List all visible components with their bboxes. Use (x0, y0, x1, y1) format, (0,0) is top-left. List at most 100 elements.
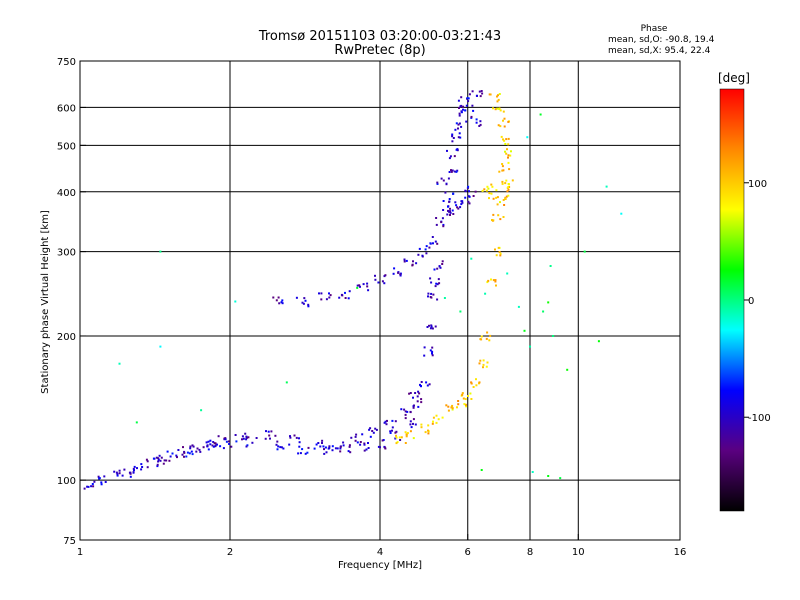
data-point (496, 196, 499, 199)
data-point (157, 457, 160, 460)
data-point (175, 454, 178, 457)
data-point (298, 445, 301, 448)
data-point (383, 282, 386, 285)
data-point (363, 449, 366, 452)
data-point (293, 434, 296, 437)
data-point (502, 216, 505, 218)
data-point (497, 124, 500, 127)
data-point (140, 468, 143, 471)
data-point (444, 191, 447, 194)
data-point (547, 301, 550, 304)
data-point (420, 401, 423, 404)
data-point (206, 444, 209, 447)
data-point (159, 459, 162, 462)
data-point (494, 280, 497, 283)
data-point (430, 325, 433, 328)
data-point (162, 462, 165, 465)
data-point (497, 214, 500, 217)
data-point (176, 456, 178, 459)
data-point (481, 92, 484, 95)
data-point (318, 292, 320, 295)
data-point (297, 452, 300, 455)
data-point (434, 285, 437, 288)
data-point (192, 445, 195, 448)
data-point (496, 107, 499, 110)
data-point (216, 443, 218, 446)
data-point (456, 406, 458, 409)
data-point (367, 289, 370, 292)
data-point (428, 324, 430, 327)
data-point (398, 436, 401, 439)
data-point (425, 381, 428, 384)
data-point (469, 392, 472, 395)
data-point (224, 437, 227, 440)
data-point (460, 125, 463, 128)
data-point (116, 473, 119, 476)
data-point (268, 434, 271, 437)
data-point (431, 236, 434, 238)
data-point (438, 282, 441, 285)
data-point (428, 246, 431, 249)
data-point (245, 437, 248, 439)
stats-line-x: mean, sd,X: 95.4, 22.4 (608, 46, 711, 56)
data-point (418, 392, 421, 395)
data-point (325, 298, 328, 301)
data-point (495, 189, 498, 192)
data-point (339, 450, 342, 453)
data-point (307, 303, 310, 306)
data-point (152, 457, 155, 460)
data-point (435, 217, 438, 219)
data-point (91, 483, 94, 485)
data-point (495, 284, 497, 287)
colorbar-tick-label: -100 (748, 413, 771, 424)
data-point (129, 472, 132, 475)
stats-line-o: mean, sd,O: -90.8, 19.4 (608, 35, 715, 45)
y-tick-label: 750 (57, 57, 76, 68)
data-point (185, 455, 188, 458)
data-point (366, 282, 369, 285)
data-point (209, 443, 212, 446)
data-point (502, 199, 505, 201)
data-point (436, 183, 439, 185)
data-point (289, 436, 292, 439)
data-point (118, 469, 121, 472)
data-point (347, 450, 350, 453)
data-point (391, 419, 394, 422)
data-point (276, 448, 279, 451)
data-point (457, 207, 460, 210)
data-point (404, 413, 407, 416)
data-point (355, 433, 358, 436)
data-point (416, 395, 419, 398)
data-point (526, 136, 529, 139)
data-point (141, 466, 144, 468)
data-point (423, 354, 426, 357)
data-point (480, 90, 483, 92)
data-point (458, 114, 461, 117)
data-point (439, 266, 442, 269)
data-point (196, 447, 199, 450)
data-point (183, 455, 185, 458)
data-point (442, 225, 445, 228)
data-point (462, 397, 465, 400)
data-point (339, 445, 342, 448)
data-point (500, 135, 503, 138)
data-point (453, 170, 456, 173)
data-point (429, 277, 432, 280)
data-point (177, 449, 180, 451)
data-point (189, 447, 192, 450)
data-point (448, 200, 451, 203)
data-point (363, 442, 366, 445)
data-point (499, 125, 502, 128)
y-tick-label: 500 (57, 141, 76, 152)
data-point (471, 104, 474, 107)
data-point (490, 278, 492, 281)
data-point (269, 437, 271, 440)
data-point (523, 329, 526, 332)
data-point (307, 305, 310, 308)
data-point (374, 274, 376, 277)
data-point (133, 469, 135, 472)
data-point (457, 123, 460, 126)
data-point (363, 443, 366, 446)
data-point (244, 432, 247, 435)
